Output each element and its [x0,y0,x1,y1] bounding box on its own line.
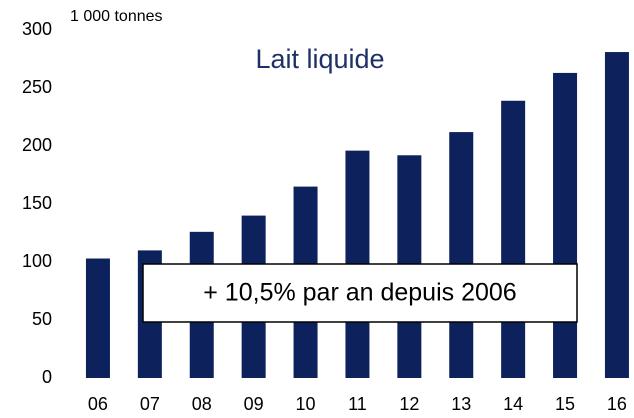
bar [449,132,474,378]
y-tick-label: 100 [22,251,52,271]
annotation: + 10,5% par an depuis 2006 [203,279,516,307]
y-tick-label: 250 [22,77,52,97]
x-tick-label: 13 [451,394,471,414]
x-tick-label: 11 [348,394,367,414]
x-tick-label: 06 [88,394,108,414]
x-tick-label: 12 [399,394,419,414]
y-tick-label: 50 [32,309,52,329]
x-tick-label: 10 [296,394,316,414]
y-tick-label: 150 [22,193,52,213]
y-tick-label: 0 [42,367,52,387]
unit-label: 1 000 tonnes [70,8,163,25]
bar [85,258,110,378]
x-tick-label: 07 [140,394,160,414]
y-tick-label: 300 [22,19,52,39]
y-tick-label: 200 [22,135,52,155]
x-tick-label: 16 [607,394,627,414]
annotation-box [142,263,578,323]
x-tick-label: 14 [503,394,523,414]
x-tick-label: 08 [192,394,212,414]
chart-title: Lait liquide [255,44,384,74]
bar [501,100,526,378]
x-tick-label: 15 [555,394,575,414]
bar [604,52,629,378]
bar [553,72,578,379]
x-tick-label: 09 [244,394,264,414]
